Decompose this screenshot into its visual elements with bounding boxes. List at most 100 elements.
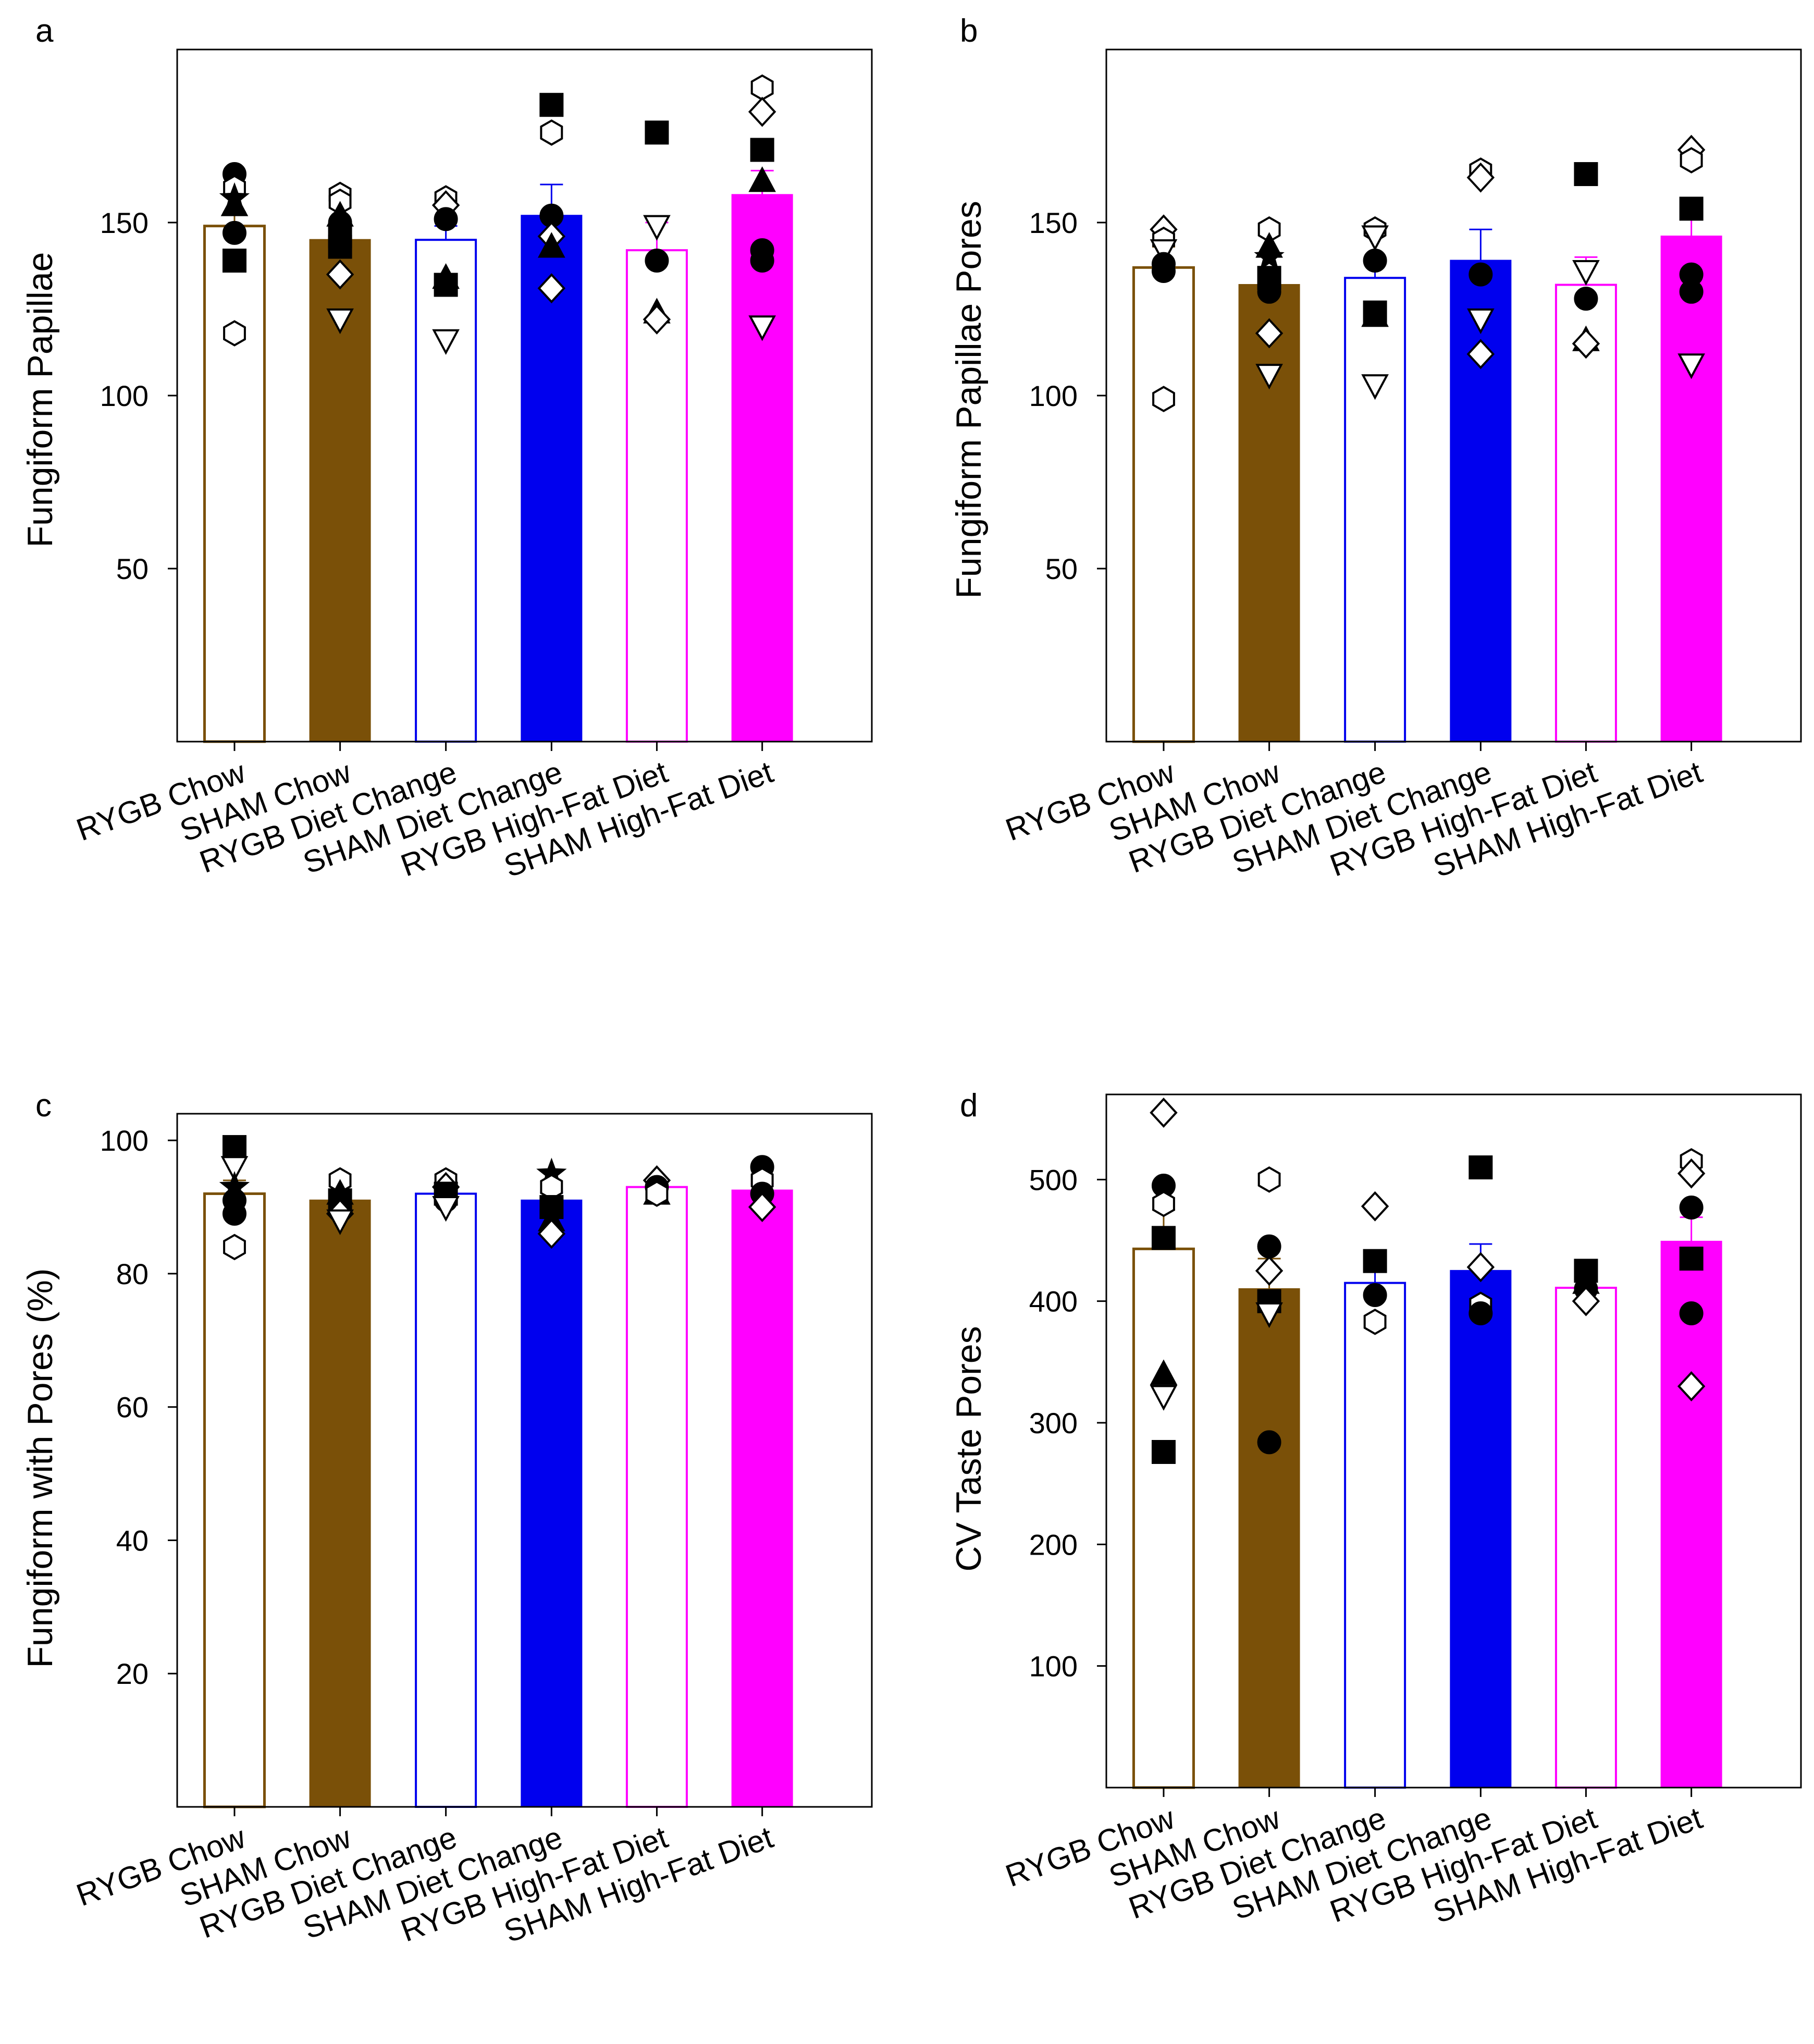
- data-point-3-6: [432, 329, 460, 355]
- y-tick-label: 100: [100, 379, 149, 412]
- data-point-1-3: [1150, 239, 1178, 265]
- y-axis-title-b: Fungiform Papillae Pores: [949, 201, 989, 598]
- bar-4: [521, 1199, 583, 1808]
- data-point-6-2: [1677, 1158, 1706, 1189]
- data-point-2-2: [1257, 1234, 1281, 1259]
- data-point-6-2: [748, 96, 776, 127]
- y-axis-title-c: Fungiform with Pores (%): [20, 1268, 60, 1668]
- data-point-2-1: [1257, 1166, 1281, 1193]
- y-tick-label: 60: [116, 1391, 149, 1424]
- bar-2: [1238, 1288, 1300, 1789]
- panel-label-d: d: [960, 1088, 978, 1124]
- bar-5: [1554, 1287, 1617, 1789]
- y-tick-label: 50: [1045, 552, 1078, 585]
- data-point-2-6: [1255, 318, 1284, 349]
- panel-label-a: a: [35, 13, 54, 49]
- data-point-2-6: [328, 235, 352, 259]
- data-point-4-2: [1466, 162, 1495, 193]
- bar-6: [1660, 1240, 1722, 1789]
- y-tick-label: 100: [1029, 379, 1078, 412]
- data-point-1-2: [220, 1156, 249, 1182]
- data-point-1-7: [1151, 1440, 1176, 1464]
- y-tick-label: 80: [116, 1258, 149, 1290]
- data-point-4-2: [1466, 1252, 1495, 1283]
- data-point-6-4: [1679, 1247, 1704, 1271]
- data-point-5-2: [1572, 260, 1600, 286]
- bar-6: [1660, 236, 1722, 743]
- data-point-2-6: [1257, 1430, 1281, 1455]
- data-point-4-4: [1469, 1301, 1493, 1325]
- data-point-1-6: [1152, 386, 1175, 412]
- data-point-3-2: [1363, 1249, 1387, 1273]
- data-point-3-3: [434, 207, 458, 231]
- data-point-1-5: [222, 1201, 246, 1226]
- data-point-4-5: [1466, 339, 1495, 370]
- y-tick-label: 400: [1029, 1285, 1078, 1318]
- bar-4: [1450, 1270, 1512, 1789]
- data-point-3-5: [434, 273, 458, 297]
- data-point-1-7: [223, 320, 246, 347]
- bar-2: [1238, 284, 1300, 743]
- data-point-6-4: [748, 166, 776, 192]
- data-point-2-5: [326, 1209, 354, 1235]
- data-point-5-1: [645, 120, 669, 145]
- data-point-4-1: [539, 93, 564, 117]
- data-point-6-4: [748, 1192, 776, 1222]
- bar-1: [203, 1192, 266, 1808]
- bar-6: [731, 194, 793, 743]
- bar-6: [731, 1189, 793, 1808]
- panel-label-c: c: [35, 1088, 52, 1124]
- y-tick-label: 150: [100, 206, 149, 239]
- data-point-1-6: [222, 249, 246, 273]
- y-tick-label: 40: [116, 1524, 149, 1557]
- data-point-5-4: [1572, 1286, 1600, 1316]
- data-point-5-3: [1574, 287, 1598, 311]
- data-point-4-5: [538, 232, 565, 258]
- data-point-6-6: [1677, 1371, 1706, 1401]
- bar-1: [1132, 266, 1195, 743]
- bar-1: [1132, 1247, 1195, 1789]
- y-tick-label: 300: [1029, 1407, 1078, 1439]
- data-point-5-2: [643, 215, 671, 241]
- data-point-1-6: [223, 1234, 246, 1261]
- data-point-4-6: [537, 273, 566, 304]
- data-point-6-5: [1679, 279, 1704, 304]
- data-point-5-4: [645, 1180, 669, 1207]
- data-point-1-6: [1150, 1385, 1178, 1411]
- bar-3: [415, 239, 477, 743]
- y-tick-label: 50: [116, 552, 149, 585]
- data-point-2-7: [1255, 364, 1283, 390]
- y-tick-label: 100: [100, 1124, 149, 1157]
- data-point-4-2: [540, 119, 563, 146]
- data-point-4-4: [1467, 308, 1495, 335]
- data-point-3-1: [1361, 1191, 1389, 1222]
- data-point-1-5: [1150, 1359, 1178, 1385]
- data-point-4-5: [537, 1218, 566, 1249]
- data-point-1-1: [1150, 1098, 1178, 1128]
- data-point-3-3: [1363, 249, 1387, 273]
- y-axis-title-a: Fungiform Papillae: [20, 252, 60, 548]
- bar-3: [1344, 277, 1406, 743]
- data-point-1-4: [220, 190, 249, 216]
- y-tick-label: 150: [1029, 206, 1078, 239]
- data-point-2-5: [1257, 279, 1281, 304]
- data-point-5-3: [645, 249, 669, 273]
- y-tick-label: 100: [1029, 1650, 1078, 1683]
- data-point-4-1: [1469, 1155, 1493, 1179]
- bar-3: [415, 1192, 477, 1808]
- data-point-6-3: [750, 138, 774, 162]
- bar-2: [309, 1199, 371, 1808]
- data-point-3-4: [1363, 1308, 1387, 1335]
- y-tick-label: 500: [1029, 1163, 1078, 1196]
- data-point-5-5: [1572, 328, 1600, 359]
- data-point-2-3: [1255, 1255, 1284, 1286]
- bar-3: [1344, 1282, 1406, 1789]
- data-point-3-5: [1361, 301, 1389, 327]
- data-point-5-5: [643, 304, 671, 335]
- bar-1: [203, 225, 266, 743]
- data-point-2-7: [326, 259, 354, 290]
- data-point-3-6: [1361, 374, 1389, 400]
